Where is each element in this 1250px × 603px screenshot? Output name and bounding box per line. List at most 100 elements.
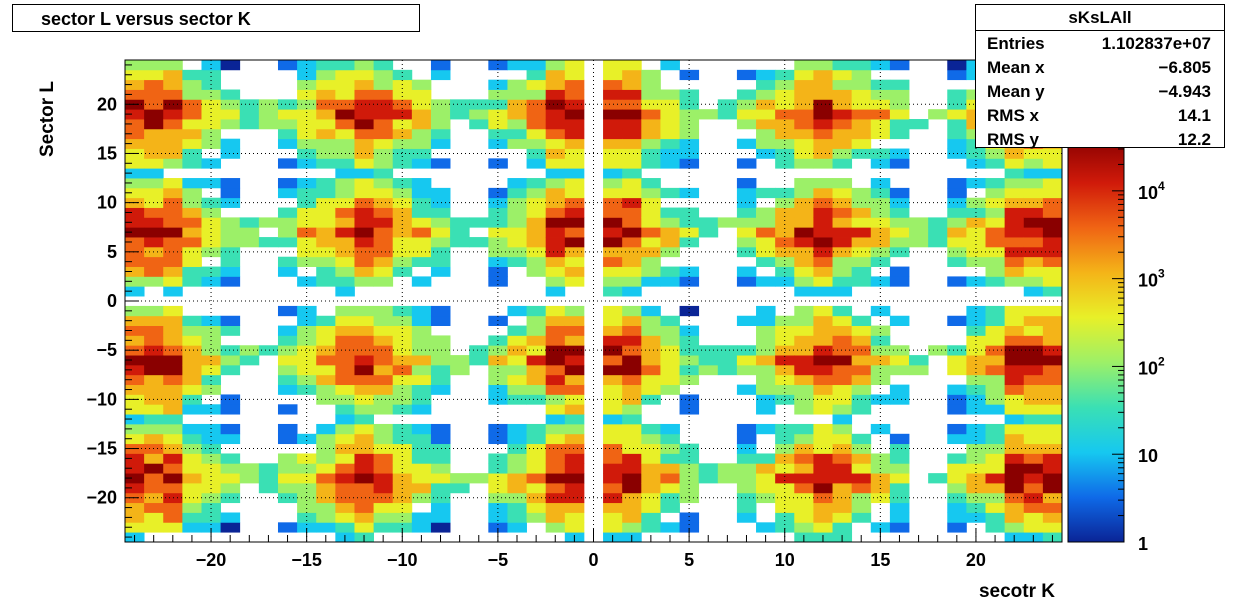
- heatmap-cell: [832, 305, 853, 317]
- heatmap-cell: [182, 266, 202, 277]
- heatmap-cell: [545, 148, 566, 159]
- heatmap-cell: [144, 423, 164, 435]
- heatmap-cell: [526, 178, 547, 189]
- heatmap-cell: [411, 453, 432, 464]
- heatmap-cell: [985, 492, 1006, 504]
- heatmap-cell: [182, 79, 202, 90]
- heatmap-cell: [889, 197, 910, 208]
- heatmap-cell: [125, 522, 145, 533]
- heatmap-cell: [373, 482, 394, 494]
- heatmap-cell: [622, 109, 642, 120]
- heatmap-cell: [622, 138, 642, 149]
- heatmap-cell: [411, 482, 432, 494]
- heatmap-cell: [430, 60, 451, 71]
- heatmap-cell: [411, 178, 432, 189]
- heatmap-cell: [182, 384, 202, 395]
- heatmap-cell: [411, 89, 432, 100]
- heatmap-cell: [526, 335, 547, 346]
- heatmap-cell: [430, 492, 451, 504]
- heatmap-cell: [966, 473, 986, 484]
- heatmap-cell: [622, 227, 642, 238]
- heatmap-cell: [354, 473, 374, 484]
- heatmap-cell: [775, 197, 795, 208]
- heatmap-cell: [163, 266, 183, 277]
- heatmap-cell: [220, 463, 241, 474]
- heatmap-cell: [1042, 512, 1063, 523]
- heatmap-cell: [373, 197, 394, 208]
- heatmap-cell: [526, 394, 547, 405]
- heatmap-cell: [947, 109, 967, 120]
- y-tick-label: −20: [86, 488, 117, 508]
- heatmap-cell: [832, 384, 853, 395]
- heatmap-cell: [1042, 266, 1063, 277]
- heatmap-cell: [411, 158, 432, 169]
- heatmap-cell: [851, 473, 872, 484]
- heatmap-cell: [545, 69, 566, 81]
- heatmap-cell: [373, 109, 394, 120]
- heatmap-cell: [373, 187, 394, 199]
- heatmap-cell: [641, 79, 661, 90]
- heatmap-cell: [641, 433, 661, 445]
- heatmap-cell: [1042, 433, 1063, 445]
- heatmap-cell: [679, 364, 700, 376]
- heatmap-cell: [870, 374, 891, 386]
- heatmap-cell: [335, 453, 355, 464]
- heatmap-cell: [182, 197, 202, 208]
- heatmap-cell: [1042, 404, 1063, 415]
- heatmap-cell: [354, 276, 374, 287]
- heatmap-cell: [277, 227, 298, 238]
- heatmap-cell: [277, 463, 298, 474]
- heatmap-cell: [775, 384, 795, 395]
- heatmap-cell: [947, 237, 967, 248]
- heatmap-cell: [603, 463, 623, 474]
- heatmap-cell: [450, 227, 470, 238]
- heatmap-cell: [603, 119, 623, 130]
- heatmap-cell: [411, 374, 432, 386]
- heatmap-cell: [373, 305, 394, 317]
- heatmap-cell: [373, 148, 394, 159]
- heatmap-cell: [947, 502, 967, 513]
- heatmap-cell: [392, 453, 413, 464]
- heatmap-cell: [144, 305, 164, 317]
- heatmap-cell: [870, 89, 891, 100]
- heatmap-cell: [182, 227, 202, 238]
- heatmap-cell: [335, 256, 355, 267]
- heatmap-cell: [411, 522, 432, 533]
- heatmap-cell: [1042, 237, 1063, 248]
- heatmap-cell: [813, 355, 833, 366]
- heatmap-cell: [756, 384, 776, 395]
- heatmap-cell: [622, 355, 642, 366]
- heatmap-cell: [373, 404, 394, 415]
- heatmap-cell: [392, 522, 413, 533]
- heatmap-cell: [832, 187, 853, 199]
- heatmap-cell: [603, 217, 623, 228]
- heatmap-cell: [1023, 266, 1044, 277]
- heatmap-cell: [411, 512, 432, 523]
- heatmap-cell: [277, 109, 298, 120]
- heatmap-cell: [354, 69, 374, 81]
- heatmap-cell: [641, 443, 661, 454]
- heatmap-cell: [488, 473, 508, 484]
- heatmap-cell: [201, 433, 222, 445]
- heatmap-cell: [736, 99, 757, 110]
- heatmap-cell: [564, 148, 585, 159]
- heatmap-cell: [889, 237, 910, 248]
- heatmap-cell: [832, 60, 853, 71]
- heatmap-cell: [411, 335, 432, 346]
- heatmap-cell: [564, 414, 585, 425]
- heatmap-cell: [775, 473, 795, 484]
- heatmap-cell: [1004, 325, 1025, 336]
- heatmap-cell: [736, 502, 757, 513]
- heatmap-cell: [622, 315, 642, 326]
- heatmap-cell: [507, 522, 527, 533]
- heatmap-cell: [947, 315, 967, 326]
- heatmap-cell: [335, 414, 355, 425]
- heatmap-cell: [641, 138, 661, 149]
- heatmap-cell: [316, 384, 336, 395]
- heatmap-cell: [144, 276, 164, 287]
- heatmap-cell: [985, 384, 1006, 395]
- heatmap-cell: [775, 138, 795, 149]
- heatmap-cell: [622, 325, 642, 336]
- heatmap-cell: [220, 345, 241, 356]
- heatmap-cell: [545, 502, 566, 513]
